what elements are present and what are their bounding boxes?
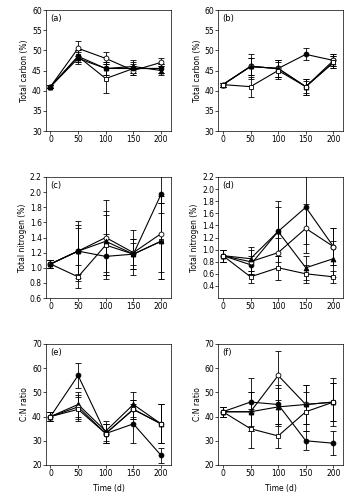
X-axis label: Time (d): Time (d) bbox=[92, 484, 124, 492]
Text: (b): (b) bbox=[222, 14, 234, 22]
Text: (d): (d) bbox=[222, 180, 234, 190]
Text: (e): (e) bbox=[50, 348, 62, 356]
Y-axis label: Total carbon (%): Total carbon (%) bbox=[20, 40, 29, 102]
Y-axis label: C:N ratio: C:N ratio bbox=[193, 388, 202, 422]
Text: (a): (a) bbox=[50, 14, 61, 22]
Text: (c): (c) bbox=[50, 180, 61, 190]
Y-axis label: Total nitrogen (%): Total nitrogen (%) bbox=[190, 204, 199, 272]
X-axis label: Time (d): Time (d) bbox=[265, 484, 297, 492]
Y-axis label: Total nitrogen (%): Total nitrogen (%) bbox=[18, 204, 27, 272]
Text: (f): (f) bbox=[222, 348, 232, 356]
Y-axis label: Total carbon (%): Total carbon (%) bbox=[193, 40, 202, 102]
Y-axis label: C:N ratio: C:N ratio bbox=[20, 388, 29, 422]
